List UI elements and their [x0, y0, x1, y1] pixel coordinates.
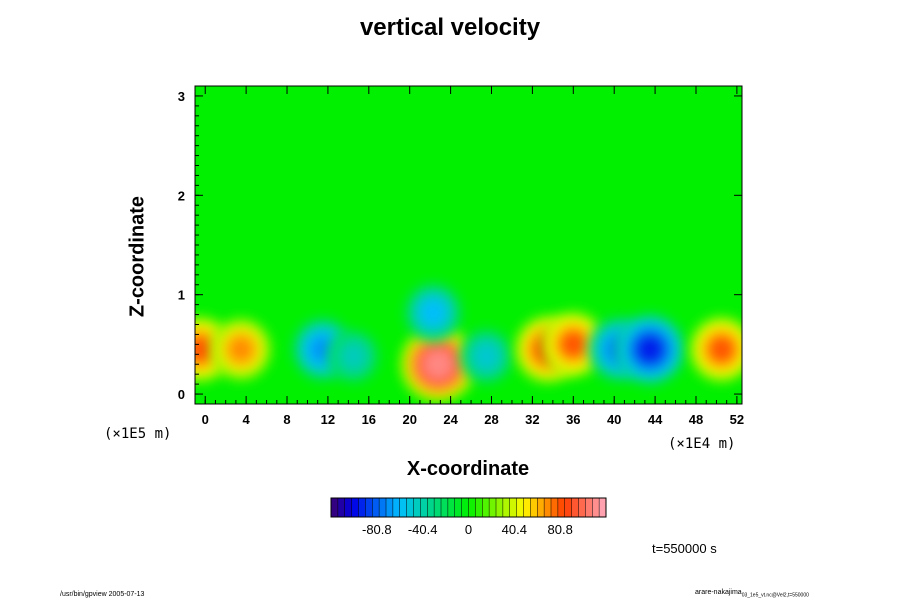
- colorbar-segment: [406, 498, 414, 517]
- x-tick-label: 48: [689, 412, 703, 427]
- colorbar-segment: [358, 498, 366, 517]
- colorbar-segment: [544, 498, 552, 517]
- velocity-field: [195, 283, 742, 402]
- y-tick-label: 1: [178, 288, 185, 303]
- colorbar-segment: [386, 498, 394, 517]
- colorbar-segment: [523, 498, 531, 517]
- colorbar-segment: [482, 498, 490, 517]
- field-cell: [541, 311, 606, 378]
- x-tick-label: 12: [321, 412, 335, 427]
- footer-right: arare-nakajima03_1e5_vt.nc@Vel2,t=550000: [695, 589, 809, 598]
- colorbar-segment: [551, 498, 559, 517]
- colorbar-segment: [571, 498, 579, 517]
- colorbar-segment: [592, 498, 600, 517]
- x-axis-label: X-coordinate: [406, 458, 530, 480]
- colorbar-segment: [372, 498, 380, 517]
- colorbar-segment: [441, 498, 449, 517]
- footer-left: /usr/bin/gpview 2005-07-13: [60, 591, 145, 598]
- x-tick-label: 4: [243, 412, 251, 427]
- colorbar-segment: [599, 498, 607, 517]
- colorbar-tick-label: -80.8: [362, 522, 392, 537]
- colorbar-segment: [578, 498, 586, 517]
- colorbar-segment: [434, 498, 442, 517]
- colorbar-tick-label: 40.4: [502, 522, 527, 537]
- colorbar-segment: [399, 498, 408, 517]
- colorbar: -80.8 -40.4 0 40.4 80.8: [330, 497, 607, 537]
- colorbar-segment: [502, 498, 511, 517]
- x-tick-label: 16: [362, 412, 376, 427]
- colorbar-frame: [330, 497, 607, 518]
- colorbar-segment: [496, 498, 504, 517]
- colorbar-segment: [337, 498, 346, 517]
- colorbar-segment: [413, 498, 421, 517]
- colorbar-segment: [537, 498, 545, 517]
- chart-title: vertical velocity: [359, 14, 541, 41]
- x-tick-label: 32: [525, 412, 539, 427]
- colorbar-segment: [564, 498, 573, 517]
- colorbar-segment: [530, 498, 538, 517]
- colorbar-segment: [475, 498, 483, 517]
- y-tick-label: 3: [178, 89, 185, 104]
- colorbar-segment: [365, 498, 373, 517]
- x-tick-label: 0: [202, 412, 209, 427]
- field-cell: [459, 328, 513, 385]
- field-cell: [615, 314, 685, 385]
- colorbar-segment: [331, 498, 339, 517]
- field-cell: [327, 329, 380, 384]
- colorbar-segment: [427, 498, 435, 517]
- colorbar-segment: [392, 498, 401, 517]
- colorbar-segment: [509, 498, 518, 517]
- footer-right-sub: 03_1e5_vt.nc@Vel2,t=550000: [741, 592, 809, 599]
- colorbar-segment: [557, 498, 566, 517]
- colorbar-segment: [420, 498, 428, 517]
- colorbar-tick-label: -40.4: [408, 522, 438, 537]
- colorbar-segment: [585, 498, 593, 517]
- time-label: t=550000 s: [652, 541, 717, 556]
- y-axis-label: Z-coordinate: [126, 195, 149, 318]
- colorbar-tick-label: 0: [465, 522, 472, 537]
- field-cell: [400, 326, 476, 402]
- x-tick-label: 24: [443, 412, 458, 427]
- colorbar-segment: [516, 498, 524, 517]
- colorbar-segment: [489, 498, 497, 517]
- x-tick-label: 52: [730, 412, 744, 427]
- x-tick-label: 28: [484, 412, 498, 427]
- colorbar-segment: [468, 498, 476, 517]
- colorbar-segment: [344, 498, 353, 517]
- x-tick-label: 20: [402, 412, 416, 427]
- colorbar-segment: [351, 498, 359, 517]
- colorbar-segment: [461, 498, 469, 517]
- field-cell: [404, 283, 462, 343]
- y-unit-label: (×1E4 m): [668, 436, 736, 452]
- colorbar-segment: [379, 498, 387, 517]
- colorbar-tick-label: 80.8: [548, 522, 573, 537]
- x-unit-label: (×1E5 m): [104, 426, 172, 442]
- field-cell: [210, 318, 272, 381]
- colorbar-segment: [447, 498, 456, 517]
- x-axis-ticks: 0 4 8 12 16 20 24 28 32 36 40 44 48 52: [194, 86, 744, 427]
- y-tick-label: 2: [178, 188, 185, 203]
- y-axis-ticks: 0 1 2 3: [178, 89, 742, 402]
- x-tick-label: 36: [566, 412, 580, 427]
- x-tick-label: 8: [283, 412, 290, 427]
- colorbar-segment: [454, 498, 463, 517]
- footer-right-main: arare-nakajima: [695, 589, 742, 596]
- x-tick-label: 40: [607, 412, 621, 427]
- field-cell: [689, 316, 742, 383]
- y-tick-label: 0: [178, 387, 185, 402]
- x-tick-label: 44: [648, 412, 663, 427]
